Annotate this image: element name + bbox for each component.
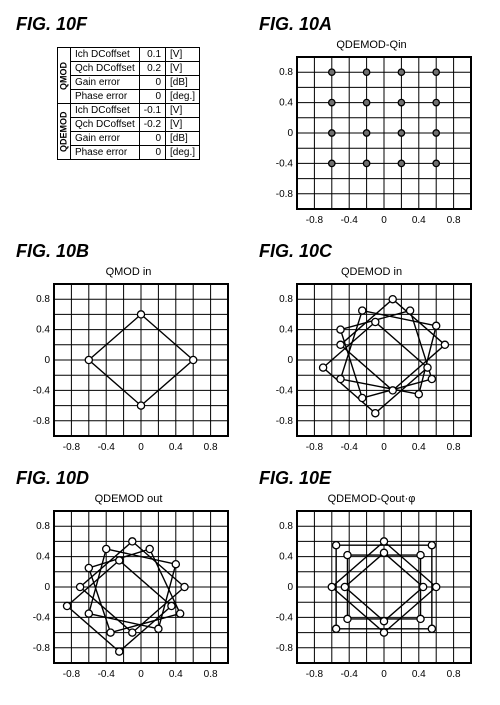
- svg-text:-0.8: -0.8: [62, 442, 80, 453]
- svg-text:0.4: 0.4: [168, 669, 182, 680]
- table-cell: [V]: [166, 118, 200, 132]
- table-cell: Qch DCoffset: [70, 118, 139, 132]
- svg-text:-0.8: -0.8: [305, 442, 323, 453]
- table-cell: 0: [139, 90, 165, 104]
- svg-text:-0.4: -0.4: [340, 442, 358, 453]
- svg-text:-0.8: -0.8: [305, 215, 323, 226]
- svg-text:0: 0: [381, 215, 387, 226]
- svg-text:0.4: 0.4: [168, 442, 182, 453]
- svg-text:0: 0: [138, 442, 144, 453]
- table-cell: -0.2: [139, 118, 165, 132]
- svg-text:-0.4: -0.4: [32, 612, 50, 623]
- table-cell: [deg.]: [166, 146, 200, 160]
- table-cell: [deg.]: [166, 90, 200, 104]
- chart-b: -0.8 -0.8 -0.4 -0.4 0 0 0.4 0.4 0.8 0.8: [24, 278, 234, 458]
- svg-text:0.8: 0.8: [446, 442, 460, 453]
- svg-text:0.4: 0.4: [36, 552, 50, 563]
- svg-text:0: 0: [44, 355, 50, 366]
- svg-text:0.4: 0.4: [279, 325, 293, 336]
- table-cell: [V]: [166, 48, 200, 62]
- table-cell: Gain error: [70, 132, 139, 146]
- svg-text:0.4: 0.4: [411, 215, 425, 226]
- table-cell: Ich DCoffset: [70, 104, 139, 118]
- table-cell: 0: [139, 76, 165, 90]
- svg-text:0.4: 0.4: [36, 325, 50, 336]
- chart-title-b: QMOD in: [12, 266, 245, 278]
- table-cell: Ich DCoffset: [70, 48, 139, 62]
- chart-a: -0.8 -0.8 -0.4 -0.4 0 0 0.4 0.4 0.8 0.8: [267, 51, 477, 231]
- table-group-header: QDEMOD: [57, 104, 70, 160]
- fig-label-b: FIG. 10B: [16, 241, 245, 262]
- table-cell: 0.2: [139, 62, 165, 76]
- table-cell: -0.1: [139, 104, 165, 118]
- svg-text:-0.8: -0.8: [275, 189, 293, 200]
- svg-text:-0.4: -0.4: [340, 215, 358, 226]
- svg-text:-0.8: -0.8: [305, 669, 323, 680]
- svg-text:-0.4: -0.4: [340, 669, 358, 680]
- svg-text:0.4: 0.4: [411, 669, 425, 680]
- svg-text:-0.8: -0.8: [275, 416, 293, 427]
- table-group-header: QMOD: [57, 48, 70, 104]
- svg-text:-0.8: -0.8: [275, 643, 293, 654]
- chart-e: -0.8 -0.8 -0.4 -0.4 0 0 0.4 0.4 0.8 0.8: [267, 505, 477, 685]
- table-cell: [V]: [166, 62, 200, 76]
- svg-text:0.4: 0.4: [279, 98, 293, 109]
- svg-text:-0.8: -0.8: [32, 416, 50, 427]
- table-cell: Gain error: [70, 76, 139, 90]
- svg-text:0: 0: [287, 128, 293, 139]
- svg-text:0.8: 0.8: [279, 67, 293, 78]
- table-cell: 0: [139, 146, 165, 160]
- svg-text:0.4: 0.4: [411, 442, 425, 453]
- svg-text:-0.4: -0.4: [275, 158, 293, 169]
- svg-text:-0.4: -0.4: [97, 669, 115, 680]
- table-cell: Phase error: [70, 146, 139, 160]
- params-table: QMOD Ich DCoffset 0.1 [V] Qch DCoffset 0…: [57, 47, 200, 160]
- svg-text:0: 0: [287, 355, 293, 366]
- svg-text:0.8: 0.8: [36, 521, 50, 532]
- chart-title-e: QDEMOD-Qout·φ: [255, 493, 488, 505]
- fig-label-c: FIG. 10C: [259, 241, 488, 262]
- table-cell: [dB]: [166, 76, 200, 90]
- svg-text:0.8: 0.8: [446, 669, 460, 680]
- fig-label-a: FIG. 10A: [259, 14, 488, 35]
- svg-text:0: 0: [44, 582, 50, 593]
- table-cell: 0.1: [139, 48, 165, 62]
- svg-text:0.8: 0.8: [203, 442, 217, 453]
- table-cell: [dB]: [166, 132, 200, 146]
- svg-text:-0.8: -0.8: [62, 669, 80, 680]
- table-cell: Phase error: [70, 90, 139, 104]
- chart-c: -0.8 -0.8 -0.4 -0.4 0 0 0.4 0.4 0.8 0.8: [267, 278, 477, 458]
- svg-text:0.8: 0.8: [36, 294, 50, 305]
- svg-text:0.8: 0.8: [279, 521, 293, 532]
- svg-text:-0.4: -0.4: [97, 442, 115, 453]
- table-cell: 0: [139, 132, 165, 146]
- svg-text:0: 0: [381, 442, 387, 453]
- svg-text:-0.8: -0.8: [32, 643, 50, 654]
- svg-text:0: 0: [138, 669, 144, 680]
- chart-d: -0.8 -0.8 -0.4 -0.4 0 0 0.4 0.4 0.8 0.8: [24, 505, 234, 685]
- table-cell: Qch DCoffset: [70, 62, 139, 76]
- svg-text:0.4: 0.4: [279, 552, 293, 563]
- svg-text:-0.4: -0.4: [275, 385, 293, 396]
- chart-title-c: QDEMOD in: [255, 266, 488, 278]
- svg-text:0: 0: [381, 669, 387, 680]
- svg-text:0.8: 0.8: [446, 215, 460, 226]
- svg-text:-0.4: -0.4: [32, 385, 50, 396]
- svg-text:0.8: 0.8: [203, 669, 217, 680]
- chart-title-a: QDEMOD-Qin: [255, 39, 488, 51]
- svg-text:0.8: 0.8: [279, 294, 293, 305]
- chart-title-d: QDEMOD out: [12, 493, 245, 505]
- svg-text:-0.4: -0.4: [275, 612, 293, 623]
- fig-label-f: FIG. 10F: [16, 14, 245, 35]
- svg-text:0: 0: [287, 582, 293, 593]
- fig-label-d: FIG. 10D: [16, 468, 245, 489]
- fig-label-e: FIG. 10E: [259, 468, 488, 489]
- table-cell: [V]: [166, 104, 200, 118]
